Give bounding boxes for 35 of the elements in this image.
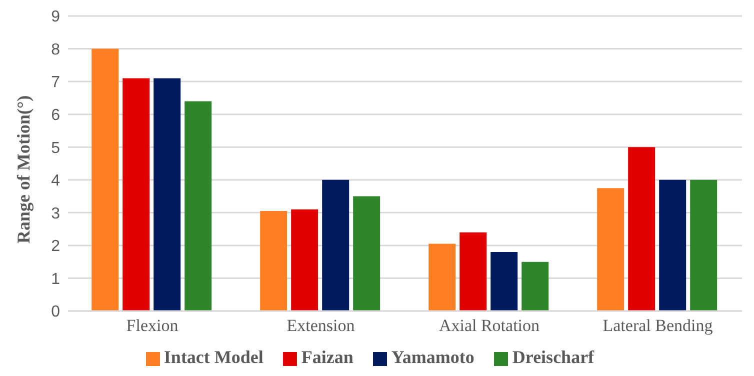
legend-label: Dreischarf xyxy=(512,347,594,367)
legend-label: Yamamoto xyxy=(391,347,474,367)
bar xyxy=(428,244,456,311)
bar xyxy=(184,101,212,311)
legend-label: Faizan xyxy=(301,347,354,367)
x-tick-label: Flexion xyxy=(126,316,179,336)
bar xyxy=(322,180,350,311)
legend-label: Intact Model xyxy=(164,347,264,367)
y-tick-label: 5 xyxy=(51,140,60,157)
y-tick-label: 3 xyxy=(51,205,60,222)
y-tick-label: 4 xyxy=(51,172,60,190)
x-tick-label: Extension xyxy=(286,316,356,336)
y-tick-label: 9 xyxy=(51,8,60,26)
bar xyxy=(154,78,181,311)
bar xyxy=(353,196,380,311)
y-tick-label: 1 xyxy=(51,270,60,288)
bar xyxy=(690,180,718,311)
y-tick-label: 8 xyxy=(51,41,60,58)
bar xyxy=(122,78,150,311)
bar xyxy=(490,252,518,311)
bar xyxy=(659,180,686,311)
bar xyxy=(522,262,549,311)
y-tick-label: 6 xyxy=(51,107,60,124)
y-axis-title: Range of Motion(°) xyxy=(13,95,34,244)
y-tick-label: 2 xyxy=(51,238,60,256)
x-tick-label: Lateral Bending xyxy=(602,316,714,336)
bar xyxy=(291,209,318,311)
bar xyxy=(92,48,119,311)
bar xyxy=(628,147,656,311)
x-tick-label: Axial Rotation xyxy=(438,316,540,336)
bar xyxy=(260,211,288,311)
y-tick-label: 0 xyxy=(51,304,60,321)
y-tick-label: 7 xyxy=(51,74,60,92)
bar xyxy=(597,188,624,311)
bar xyxy=(460,232,487,311)
